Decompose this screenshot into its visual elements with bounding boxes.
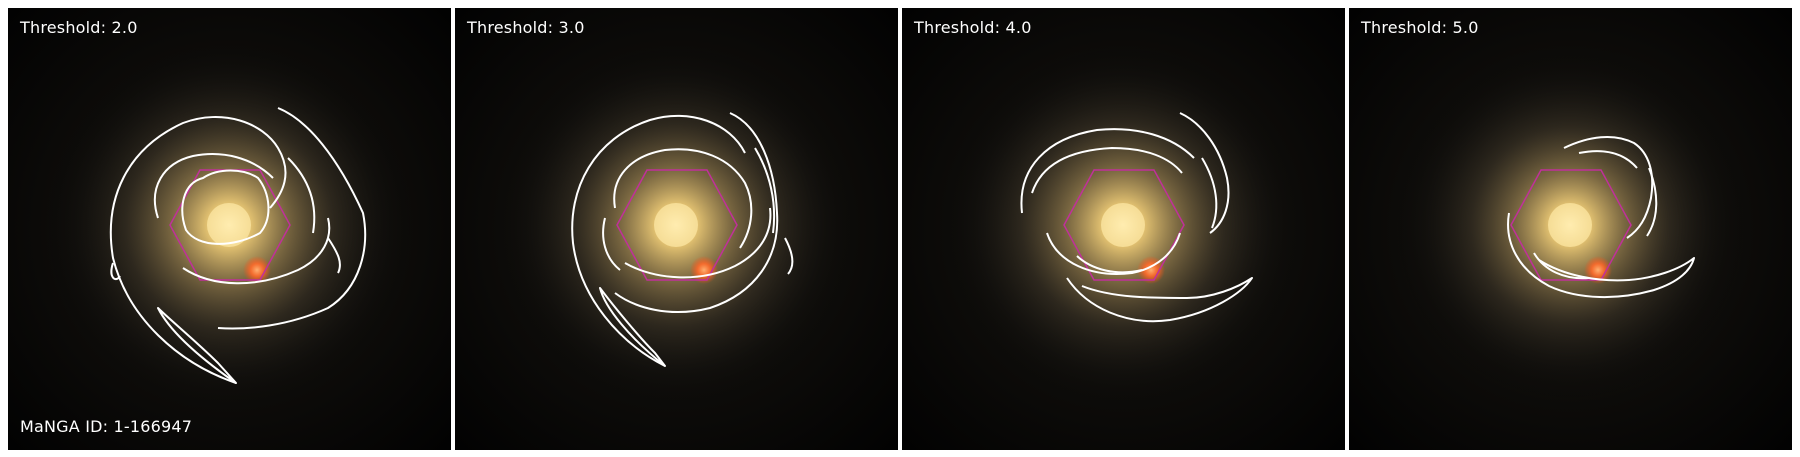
galaxy-panel-threshold-2: Threshold: 2.0 MaNGA ID: 1-166947 (8, 8, 451, 450)
galaxy-image (455, 8, 898, 450)
ifu-hexagon (1063, 169, 1185, 281)
threshold-label: Threshold: 3.0 (467, 18, 585, 37)
threshold-label: Threshold: 5.0 (1361, 18, 1479, 37)
galaxy-image (902, 8, 1345, 450)
threshold-label: Threshold: 4.0 (914, 18, 1032, 37)
galaxy-panel-threshold-3: Threshold: 3.0 (455, 8, 898, 450)
galaxy-image (1349, 8, 1792, 450)
galaxy-panel-threshold-4: Threshold: 4.0 (902, 8, 1345, 450)
galaxy-panel-threshold-5: Threshold: 5.0 (1349, 8, 1792, 450)
spiral-arm-contour (1020, 112, 1253, 323)
spiral-arm-contour (571, 112, 794, 367)
manga-id-label: MaNGA ID: 1-166947 (20, 417, 193, 436)
spiral-arm-contour (109, 107, 367, 384)
spiral-arm-contour (1507, 136, 1695, 299)
ifu-hexagon (616, 169, 738, 281)
ifu-hexagon (169, 169, 291, 281)
threshold-label: Threshold: 2.0 (20, 18, 138, 37)
galaxy-image (8, 8, 451, 450)
